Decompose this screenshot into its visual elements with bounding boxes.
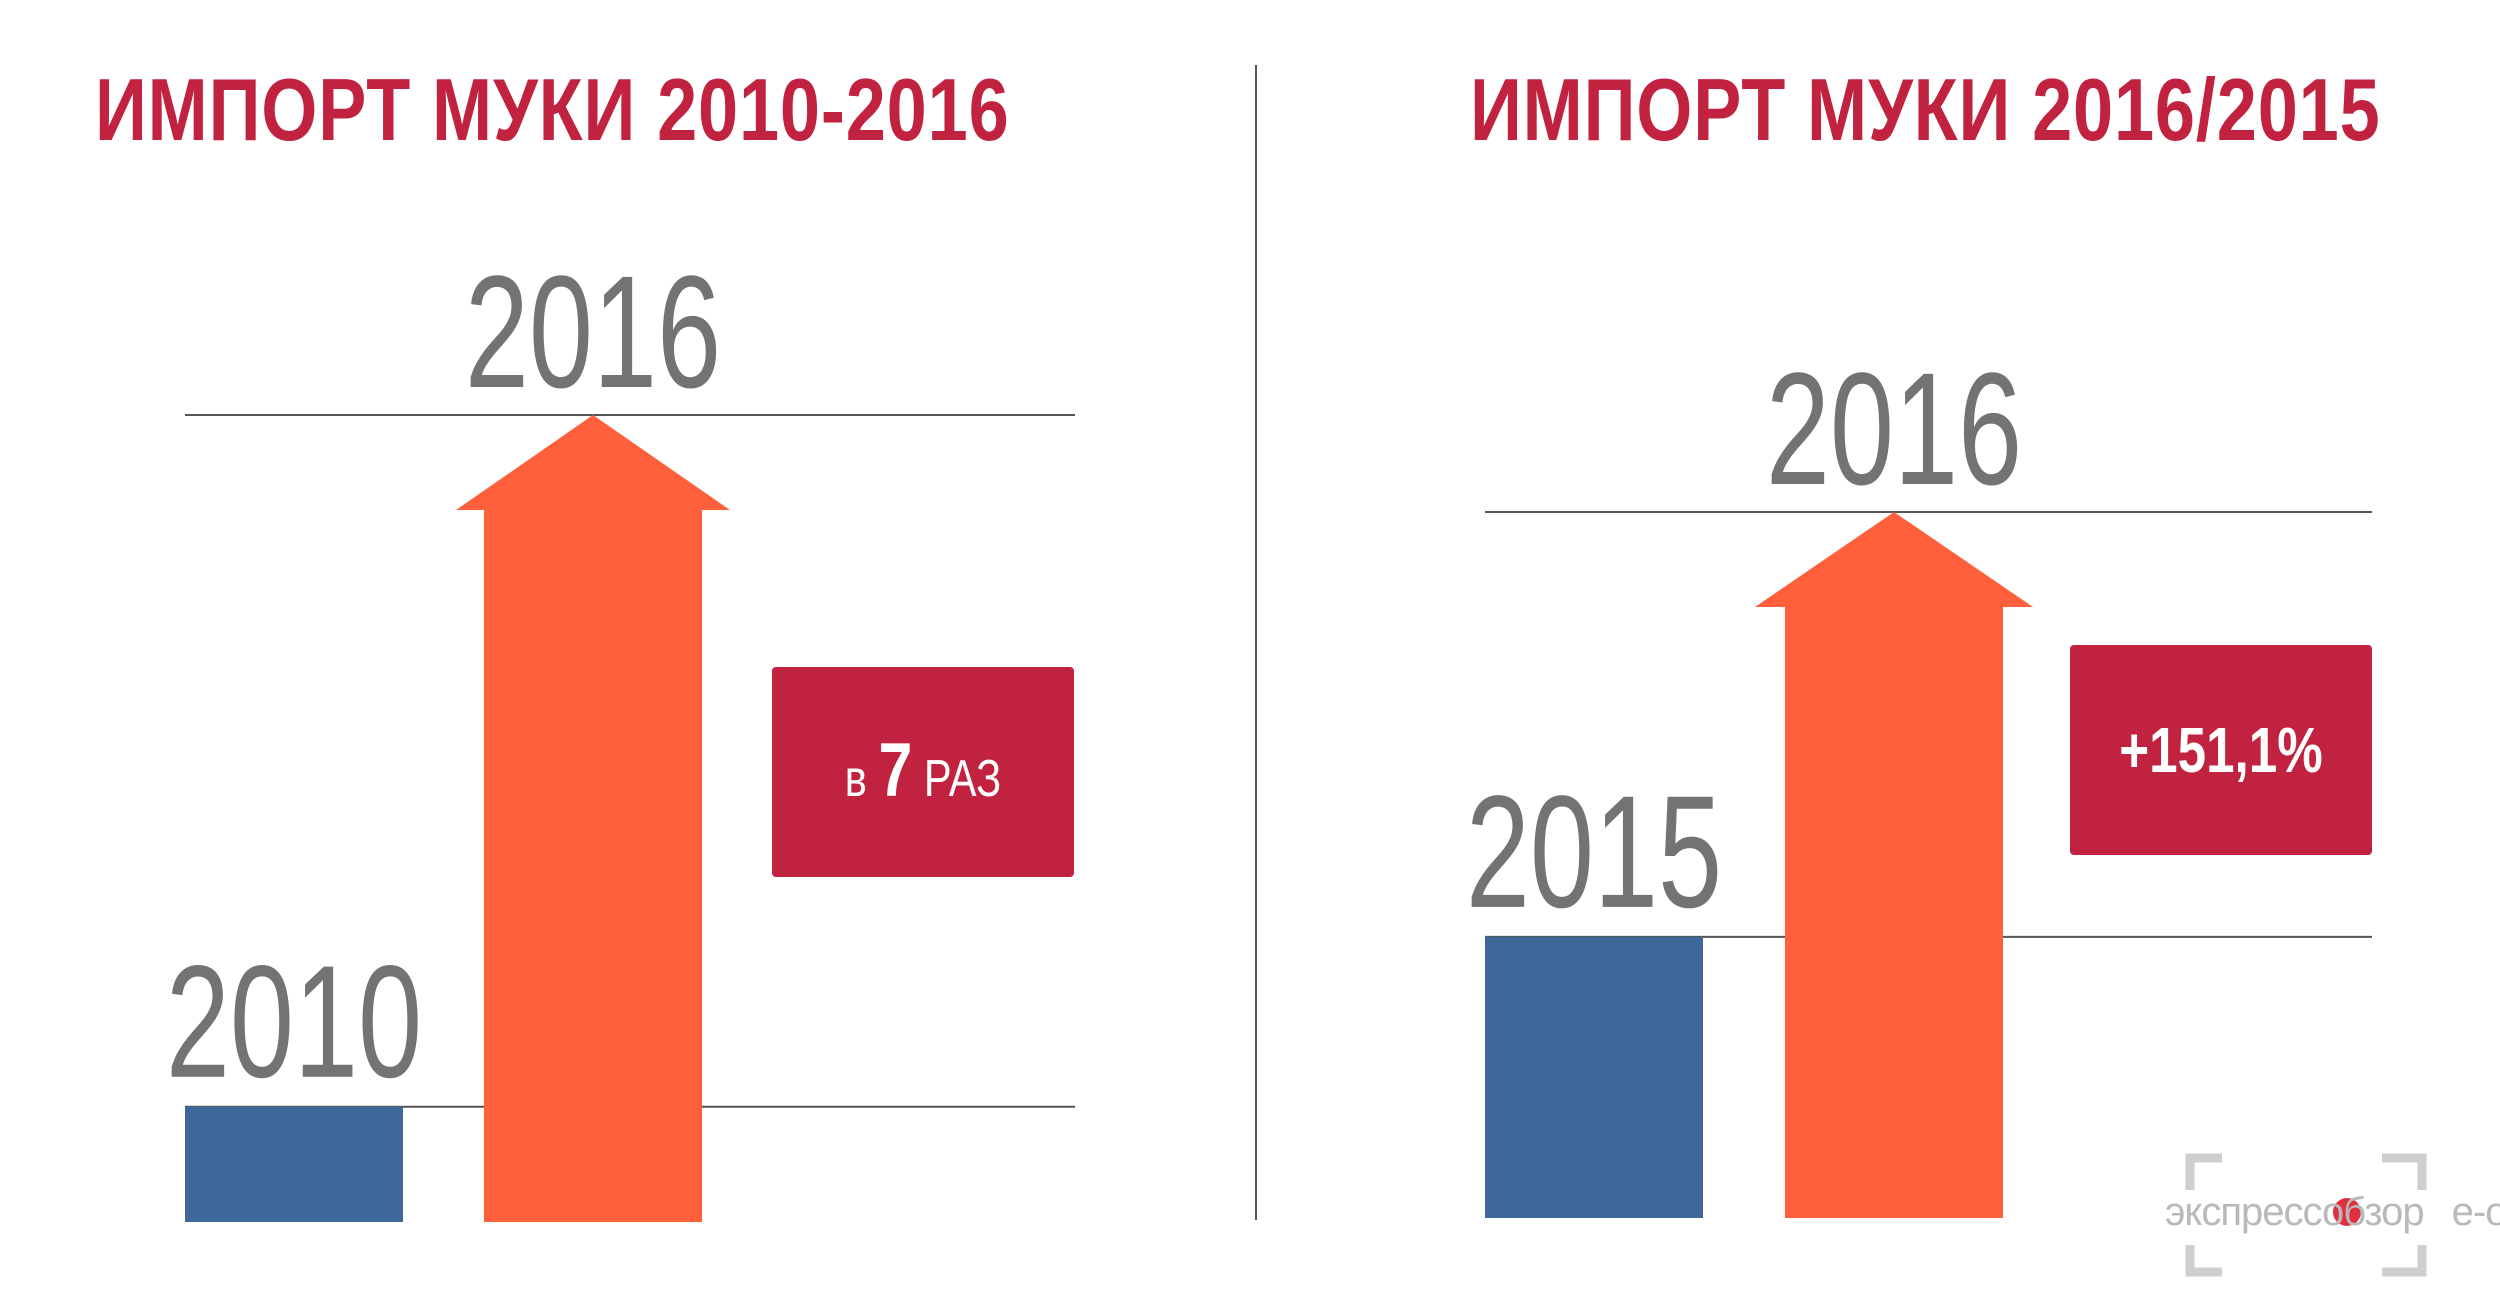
annotation-badge-0 — [772, 667, 1074, 877]
panel-divider — [1255, 65, 1257, 1220]
arrow-bar-2016 — [456, 415, 730, 1222]
category-label-2010: 2010 — [166, 932, 422, 1111]
annotation-text-0: в 7 РАЗ — [845, 728, 1001, 813]
chart-title-right: ИМПОРТ МУКИ 2016/2015 — [1470, 60, 2381, 159]
watermark-frame-icon — [2185, 1153, 2427, 1277]
watermark-dot-icon — [2333, 1198, 2361, 1226]
annotation-text-1: +151,1% — [2119, 716, 2322, 787]
bar-2015 — [1485, 936, 1703, 1218]
bar-2010 — [185, 1106, 403, 1222]
annotation-badge-1 — [2070, 645, 2372, 855]
category-label-2016: 2016 — [465, 242, 721, 421]
chart-title-left: ИМПОРТ МУКИ 2010-2016 — [95, 60, 1010, 159]
category-label-2015: 2015 — [1466, 762, 1722, 941]
category-label-2016: 2016 — [1766, 339, 2022, 518]
arrow-bar-2016 — [1755, 512, 2033, 1218]
